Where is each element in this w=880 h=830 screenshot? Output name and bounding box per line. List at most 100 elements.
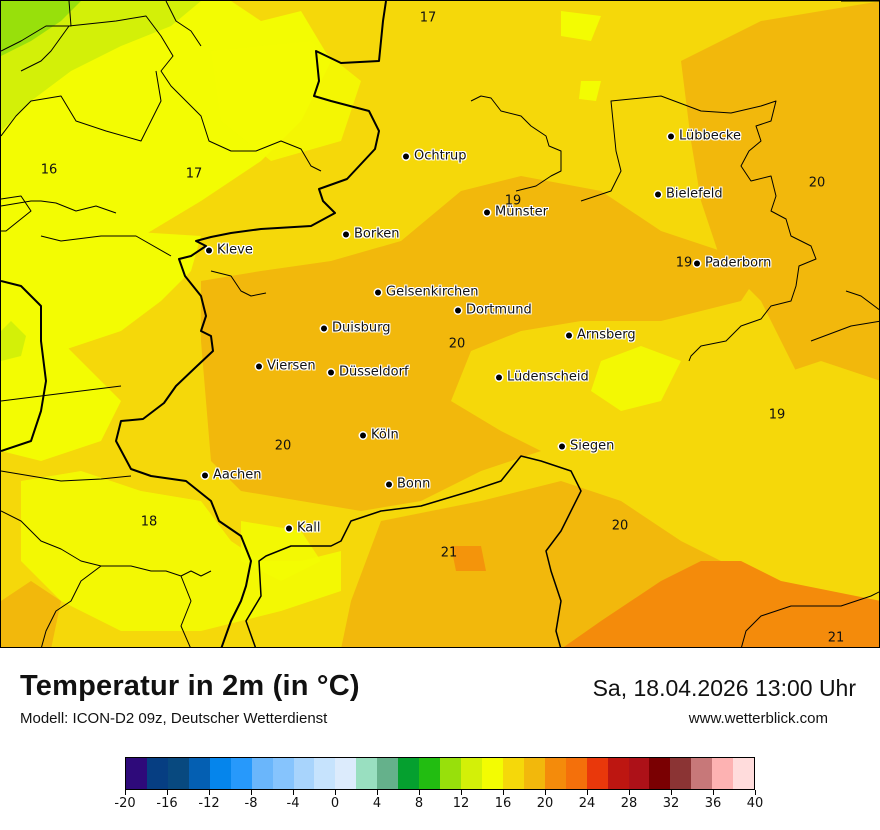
city-marker-dortmund: Dortmund — [455, 303, 532, 318]
colorbar-segment — [628, 758, 650, 789]
colorbar-tick-label: 4 — [372, 796, 382, 811]
colorbar-tick — [754, 790, 756, 795]
valid-datetime: Sa, 18.04.2026 13:00 Uhr — [592, 675, 856, 701]
colorbar-tick-label: 36 — [704, 796, 722, 811]
colorbar-tick — [418, 790, 420, 795]
city-label: Aachen — [213, 467, 262, 483]
colorbar-segment — [126, 758, 147, 789]
colorbar-tick — [376, 790, 378, 795]
colorbar-tick-label: 12 — [452, 796, 470, 811]
colorbar-tick-label: 8 — [414, 796, 424, 811]
colorbar-tick-label: 0 — [330, 796, 340, 811]
colorbar-segment — [272, 758, 294, 789]
colorbar-tick — [208, 790, 210, 795]
colorbar-tick — [586, 790, 588, 795]
colorbar-tick-label: 32 — [662, 796, 680, 811]
colorbar-tick-label: 40 — [746, 796, 764, 811]
colorbar-segment — [733, 758, 755, 789]
colorbar-segment — [419, 758, 441, 789]
city-marker-luebbecke: Lübbecke — [668, 129, 741, 144]
city-marker-bonn: Bonn — [386, 477, 430, 492]
city-marker-siegen: Siegen — [559, 439, 614, 454]
city-dot-icon — [206, 247, 212, 253]
contour-label: 20 — [808, 175, 826, 191]
city-dot-icon — [403, 153, 409, 159]
colorbar-segment — [586, 758, 608, 789]
city-marker-ochtrup: Ochtrup — [403, 149, 467, 164]
colorbar-segment — [377, 758, 399, 789]
city-dot-icon — [360, 432, 366, 438]
city-dot-icon — [455, 307, 461, 313]
city-label: Kleve — [217, 242, 253, 258]
temperature-colorbar — [125, 757, 755, 790]
colorbar-segment — [335, 758, 357, 789]
colorbar-tick — [670, 790, 672, 795]
colorbar-segment — [314, 758, 336, 789]
city-label: Bonn — [397, 476, 431, 492]
city-dot-icon — [256, 363, 262, 369]
city-marker-muenster: Münster — [484, 205, 548, 220]
city-label: Arnsberg — [577, 327, 636, 343]
city-marker-borken: Borken — [343, 227, 400, 242]
city-label: Münster — [495, 204, 548, 220]
city-dot-icon — [386, 481, 392, 487]
city-marker-aachen: Aachen — [202, 468, 261, 483]
city-label: Kall — [297, 520, 321, 536]
city-label: Ochtrup — [414, 148, 467, 164]
contour-label: 21 — [440, 545, 458, 561]
city-label: Lüdenscheid — [507, 369, 589, 385]
city-dot-icon — [496, 374, 502, 380]
colorbar-tick-label: 28 — [620, 796, 638, 811]
city-label: Borken — [354, 226, 400, 242]
city-dot-icon — [286, 525, 292, 531]
temperature-map: 17 16 17 19 20 19 20 19 20 18 20 21 21 O… — [0, 0, 880, 648]
colorbar-segment — [607, 758, 629, 789]
city-dot-icon — [375, 289, 381, 295]
city-marker-arnsberg: Arnsberg — [566, 328, 636, 343]
city-marker-kall: Kall — [286, 521, 321, 536]
colorbar-segment — [481, 758, 503, 789]
city-label: Bielefeld — [666, 186, 723, 202]
city-dot-icon — [694, 260, 700, 266]
colorbar-segment — [230, 758, 252, 789]
colorbar-segment — [670, 758, 692, 789]
colorbar-tick — [124, 790, 126, 795]
colorbar-tick-label: -16 — [156, 796, 178, 811]
website-link[interactable]: www.wetterblick.com — [688, 710, 828, 727]
colorbar-segment — [146, 758, 168, 789]
colorbar-segment — [440, 758, 461, 789]
colorbar-tick-label: 20 — [536, 796, 554, 811]
city-dot-icon — [202, 472, 208, 478]
city-dot-icon — [343, 231, 349, 237]
contour-label: 17 — [185, 166, 203, 182]
colorbar-segment — [691, 758, 713, 789]
colorbar-tick — [544, 790, 546, 795]
city-dot-icon — [655, 191, 661, 197]
colorbar-tick — [166, 790, 168, 795]
contour-label: 19 — [675, 255, 693, 271]
colorbar-tick-label: 24 — [578, 796, 596, 811]
city-marker-paderborn: Paderborn — [694, 256, 771, 271]
map-title: Temperatur in 2m (in °C) — [20, 670, 360, 702]
city-marker-kleve: Kleve — [206, 243, 253, 258]
colorbar-segment — [356, 758, 378, 789]
colorbar-tick — [334, 790, 336, 795]
colorbar-tick — [292, 790, 294, 795]
colorbar-segment — [712, 758, 734, 789]
contour-label: 21 — [827, 630, 845, 646]
colorbar-ticks: -20 -16 -12 -8 -4 0 4 8 12 16 20 24 28 32 36 40 — [114, 790, 763, 820]
city-label: Dortmund — [466, 302, 532, 318]
contour-label: 17 — [419, 10, 437, 26]
map-canvas — [1, 1, 879, 647]
colorbar-tick — [502, 790, 504, 795]
city-dot-icon — [328, 369, 334, 375]
city-label: Duisburg — [332, 320, 391, 336]
city-label: Viersen — [267, 358, 316, 374]
colorbar-tick-label: -20 — [114, 796, 136, 811]
city-marker-koeln: Köln — [360, 428, 399, 443]
colorbar-segment — [251, 758, 273, 789]
colorbar-segment — [502, 758, 524, 789]
city-label: Gelsenkirchen — [386, 284, 479, 300]
colorbar-tick-label: -4 — [286, 796, 300, 811]
colorbar-tick-label: 16 — [494, 796, 512, 811]
